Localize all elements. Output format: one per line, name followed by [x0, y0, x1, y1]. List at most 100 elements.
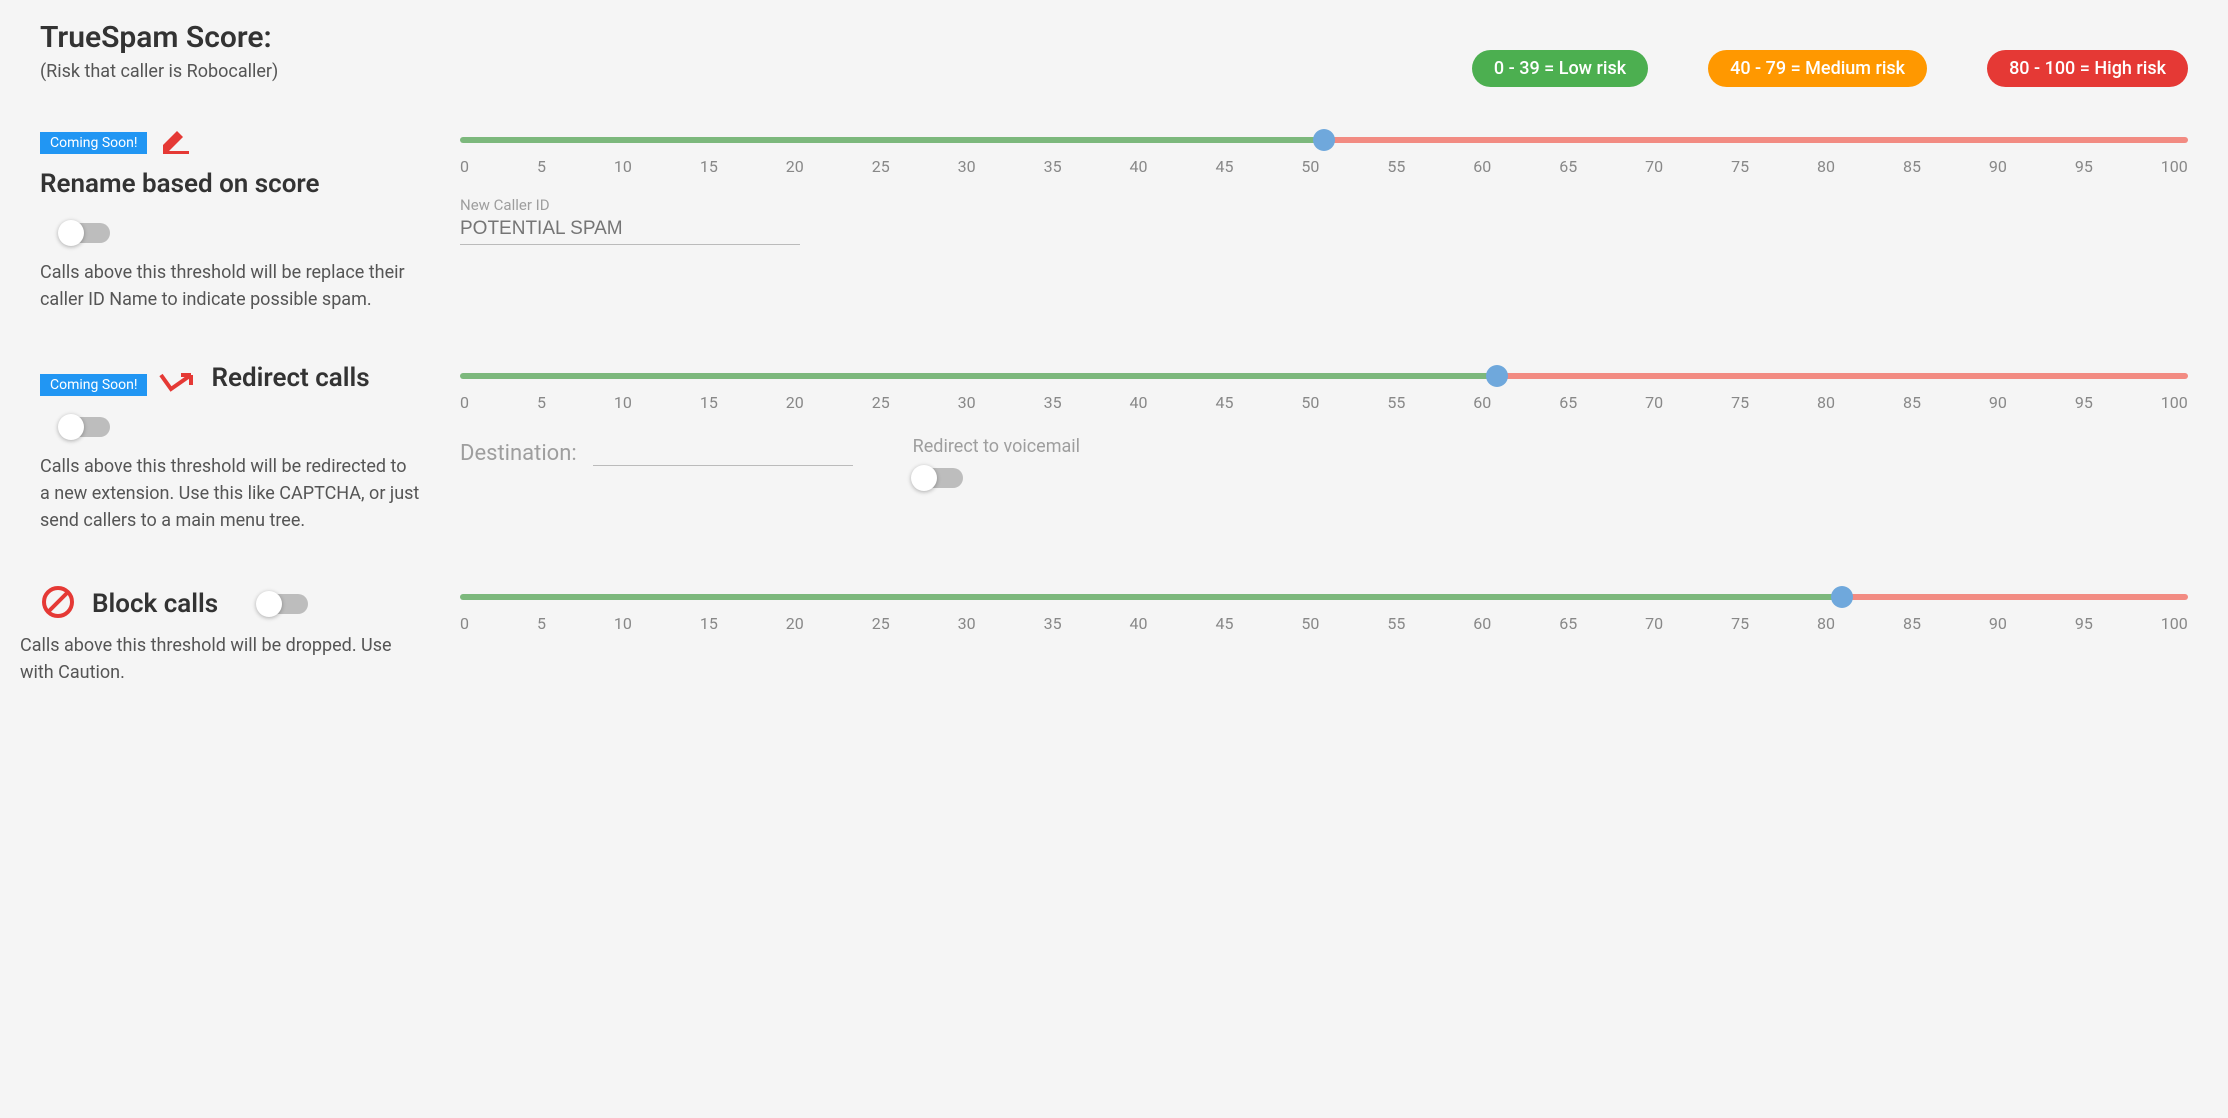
- rename-slider-green: [460, 137, 1324, 143]
- redirect-desc: Calls above this threshold will be redir…: [40, 453, 420, 534]
- slider-tick: 25: [872, 614, 890, 633]
- slider-tick: 50: [1301, 614, 1319, 633]
- slider-tick: 55: [1387, 393, 1405, 412]
- redirect-slider-thumb[interactable]: [1486, 365, 1508, 387]
- block-slider-thumb[interactable]: [1831, 586, 1853, 608]
- slider-tick: 0: [460, 614, 469, 633]
- slider-tick: 60: [1473, 157, 1491, 176]
- block-slider-red: [1842, 594, 2188, 600]
- redirect-toggle[interactable]: [60, 417, 110, 437]
- slider-tick: 95: [2075, 157, 2093, 176]
- caller-id-group: New Caller ID: [460, 196, 2188, 245]
- edit-icon: [159, 127, 193, 159]
- slider-tick: 20: [786, 614, 804, 633]
- slider-tick: 90: [1989, 393, 2007, 412]
- redirect-slider-red: [1497, 373, 2188, 379]
- rename-ticks: 0510152025303540455055606570758085909510…: [460, 157, 2188, 176]
- slider-tick: 25: [872, 393, 890, 412]
- slider-tick: 40: [1130, 157, 1148, 176]
- block-slider[interactable]: [460, 594, 2188, 600]
- slider-tick: 45: [1215, 157, 1233, 176]
- slider-tick: 70: [1645, 393, 1663, 412]
- block-ticks: 0510152025303540455055606570758085909510…: [460, 614, 2188, 633]
- block-title: Block calls: [92, 589, 218, 619]
- slider-tick: 20: [786, 393, 804, 412]
- slider-tick: 50: [1301, 393, 1319, 412]
- slider-tick: 85: [1903, 393, 1921, 412]
- caller-id-label: New Caller ID: [460, 196, 2188, 214]
- voicemail-label: Redirect to voicemail: [913, 436, 1080, 457]
- slider-tick: 65: [1559, 393, 1577, 412]
- slider-tick: 55: [1387, 157, 1405, 176]
- slider-tick: 45: [1215, 393, 1233, 412]
- section-block-left: Block calls Calls above this threshold w…: [40, 584, 460, 686]
- slider-tick: 5: [537, 614, 546, 633]
- rename-slider-red: [1324, 137, 2188, 143]
- slider-tick: 15: [700, 157, 718, 176]
- slider-tick: 75: [1731, 614, 1749, 633]
- slider-tick: 80: [1817, 157, 1835, 176]
- voicemail-group: Redirect to voicemail: [913, 436, 1080, 488]
- slider-tick: 10: [614, 393, 632, 412]
- slider-tick: 45: [1215, 614, 1233, 633]
- destination-row: Destination: Redirect to voicemail: [460, 436, 2188, 488]
- section-block-right: 0510152025303540455055606570758085909510…: [460, 584, 2188, 686]
- slider-tick: 95: [2075, 614, 2093, 633]
- section-redirect-right: 0510152025303540455055606570758085909510…: [460, 363, 2188, 534]
- rename-toggle[interactable]: [60, 223, 110, 243]
- slider-tick: 0: [460, 157, 469, 176]
- slider-tick: 65: [1559, 157, 1577, 176]
- block-desc: Calls above this threshold will be dropp…: [20, 632, 400, 686]
- section-redirect-left: Coming Soon! Redirect calls Calls above …: [40, 363, 460, 534]
- slider-tick: 100: [2161, 614, 2188, 633]
- slider-tick: 85: [1903, 157, 1921, 176]
- redirect-slider[interactable]: [460, 373, 2188, 379]
- coming-soon-badge-2: Coming Soon!: [40, 374, 147, 396]
- legend-row: 0 - 39 = Low risk 40 - 79 = Medium risk …: [460, 20, 2188, 87]
- legend-low: 0 - 39 = Low risk: [1472, 50, 1648, 87]
- slider-tick: 0: [460, 393, 469, 412]
- section-block: Block calls Calls above this threshold w…: [40, 584, 2188, 686]
- voicemail-toggle[interactable]: [913, 468, 963, 488]
- slider-tick: 10: [614, 614, 632, 633]
- slider-tick: 95: [2075, 393, 2093, 412]
- slider-tick: 40: [1130, 614, 1148, 633]
- redirect-slider-green: [460, 373, 1497, 379]
- slider-tick: 30: [958, 157, 976, 176]
- rename-desc: Calls above this threshold will be repla…: [40, 259, 420, 313]
- slider-tick: 5: [537, 393, 546, 412]
- slider-tick: 60: [1473, 614, 1491, 633]
- slider-tick: 40: [1130, 393, 1148, 412]
- caller-id-input[interactable]: [460, 214, 800, 245]
- redirect-title: Redirect calls: [211, 363, 369, 393]
- slider-tick: 50: [1301, 157, 1319, 176]
- slider-tick: 30: [958, 614, 976, 633]
- slider-tick: 90: [1989, 157, 2007, 176]
- block-icon: [40, 584, 76, 624]
- legend-high: 80 - 100 = High risk: [1987, 50, 2188, 87]
- slider-tick: 20: [786, 157, 804, 176]
- page-subtitle: (Risk that caller is Robocaller): [40, 61, 460, 82]
- destination-label: Destination:: [460, 441, 577, 466]
- destination-input[interactable]: [593, 436, 853, 466]
- slider-tick: 65: [1559, 614, 1577, 633]
- coming-soon-badge: Coming Soon!: [40, 132, 147, 154]
- block-toggle[interactable]: [258, 594, 308, 614]
- slider-tick: 35: [1044, 614, 1062, 633]
- redirect-icon: [159, 371, 197, 399]
- slider-tick: 10: [614, 157, 632, 176]
- header: TrueSpam Score: (Risk that caller is Rob…: [40, 20, 2188, 87]
- slider-tick: 70: [1645, 614, 1663, 633]
- slider-tick: 25: [872, 157, 890, 176]
- legend-medium: 40 - 79 = Medium risk: [1708, 50, 1927, 87]
- rename-slider-thumb[interactable]: [1313, 129, 1335, 151]
- slider-tick: 100: [2161, 157, 2188, 176]
- slider-tick: 80: [1817, 393, 1835, 412]
- page-title: TrueSpam Score:: [40, 20, 460, 55]
- slider-tick: 35: [1044, 393, 1062, 412]
- section-rename: Coming Soon! Rename based on score Calls…: [40, 127, 2188, 313]
- rename-slider[interactable]: [460, 137, 2188, 143]
- slider-tick: 5: [537, 157, 546, 176]
- slider-tick: 55: [1387, 614, 1405, 633]
- slider-tick: 90: [1989, 614, 2007, 633]
